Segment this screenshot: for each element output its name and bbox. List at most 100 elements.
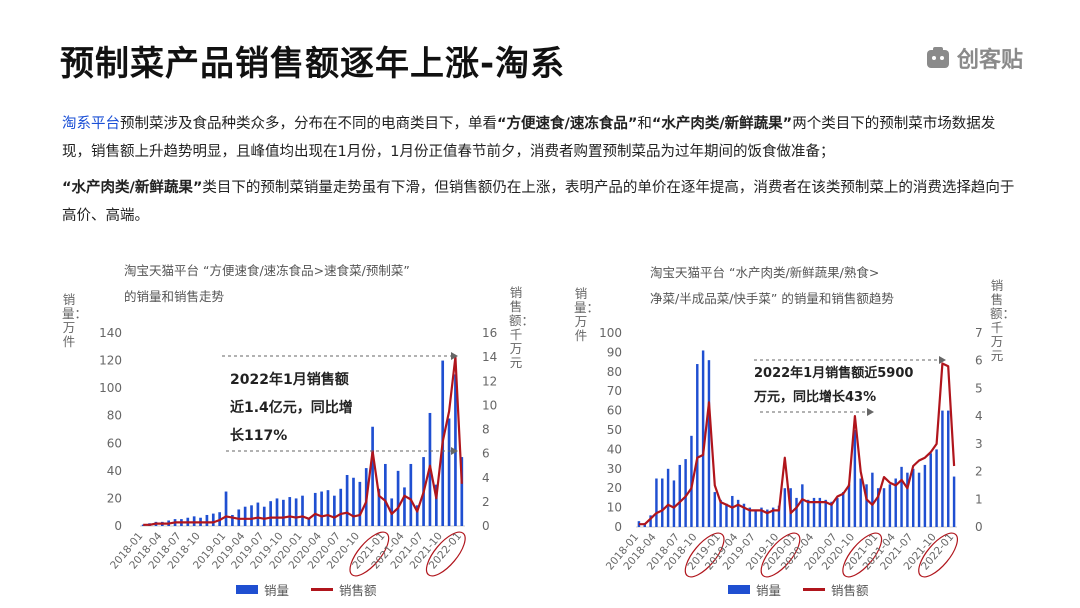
y-right-tick-label: 10	[482, 398, 497, 412]
bar	[941, 410, 944, 527]
bar	[262, 506, 266, 526]
highlight-ellipse	[918, 532, 958, 578]
y-left-tick-label: 80	[107, 409, 122, 423]
bar	[384, 463, 387, 526]
para-text: 预制菜涉及食品种类众多，分布在不同的电商类目下，单看	[120, 116, 497, 132]
y-left-tick-label: 20	[107, 491, 122, 505]
bar	[250, 505, 253, 526]
bar	[301, 495, 304, 526]
highlight-ellipse	[349, 531, 390, 577]
chart2-legend: 销量 销售额	[728, 580, 869, 599]
legend-label-volume: 销量	[756, 583, 782, 598]
bar	[748, 507, 752, 527]
arrowhead	[451, 447, 458, 455]
y-right-tick-label: 2	[975, 465, 983, 479]
y-right-tick-label: 16	[482, 326, 497, 340]
y-left-tick-label: 70	[607, 384, 622, 398]
bar	[952, 476, 956, 527]
bar	[320, 491, 323, 526]
bar	[447, 418, 451, 526]
chart2-title: 淘宝天猫平台 “水产肉类/新鲜蔬果/熟食> 净菜/半成品菜/快手菜” 的销量和销…	[650, 260, 894, 312]
bar	[812, 497, 816, 527]
bar	[690, 435, 693, 527]
bar	[460, 457, 464, 526]
brand-logo: 创客贴	[925, 42, 1023, 74]
chart1-title-line2: 的销量和销售走势	[124, 289, 225, 304]
bar	[288, 497, 292, 526]
category-2: “水产肉类/新鲜蔬果”	[62, 180, 203, 196]
legend-line-swatch	[803, 588, 826, 591]
y-left-tick-label: 80	[607, 365, 622, 379]
bar	[696, 364, 699, 527]
chart1-legend: 销量 销售额	[236, 580, 377, 599]
bar	[326, 490, 330, 526]
y-right-tick-label: 7	[975, 326, 983, 340]
y-right-tick-label: 4	[975, 409, 983, 423]
chart1-title-line1: 淘宝天猫平台 “方便速食/速冻食品>速食菜/预制菜”	[124, 263, 410, 278]
arrowhead	[451, 352, 458, 360]
bar	[333, 495, 336, 526]
bar	[678, 464, 681, 527]
bar	[917, 472, 921, 527]
bar	[888, 484, 892, 527]
bar	[672, 480, 676, 527]
category-2: “水产肉类/新鲜蔬果”	[651, 116, 793, 132]
y-left-tick-label: 10	[607, 501, 622, 515]
y-right-tick-label: 4	[482, 471, 490, 485]
arrowhead	[939, 356, 946, 364]
bar	[666, 468, 670, 527]
highlight-ellipse	[842, 532, 883, 578]
chart1-annotation-line: 长117%	[230, 428, 288, 444]
legend-label-sales: 销售额	[339, 583, 377, 598]
bar	[396, 470, 400, 526]
y-left-tick-label: 20	[607, 481, 622, 495]
bar	[345, 474, 349, 526]
legend-bar-swatch	[236, 585, 258, 594]
bar	[836, 497, 839, 527]
legend-line-swatch	[311, 588, 334, 591]
y-left-tick-label: 60	[607, 404, 622, 418]
chart2-title-line1: 淘宝天猫平台 “水产肉类/新鲜蔬果/熟食>	[650, 265, 880, 280]
y-left-tick-label: 90	[607, 345, 622, 359]
conclusion-paragraph: “水产肉类/新鲜蔬果”类目下的预制菜销量走势虽有下滑，但销售额仍在上涨，表明产品…	[62, 174, 1022, 230]
category-1: “方便速食/速冻食品”	[497, 116, 638, 132]
bar	[801, 484, 804, 527]
y-left-tick-label: 0	[614, 520, 622, 534]
bar	[935, 449, 938, 527]
chart1-ylabel-left: 销量：万件	[62, 292, 88, 349]
bar	[719, 499, 722, 527]
bar	[777, 505, 781, 527]
y-right-tick-label: 14	[482, 350, 497, 364]
chart2-annotation-line: 2022年1月销售额近5900	[754, 366, 914, 381]
bar	[713, 492, 717, 527]
bar	[655, 478, 658, 527]
bar	[231, 514, 234, 526]
bar	[841, 492, 845, 527]
legend-bar-swatch	[728, 585, 750, 594]
y-right-tick-label: 0	[975, 520, 983, 534]
bar	[871, 472, 874, 527]
para-text: 两个类目下的预制菜市场数据发现，销售额上升趋势明显，且峰值均出现在1月份，1月份…	[62, 116, 996, 160]
bar	[256, 502, 260, 526]
bar	[824, 499, 827, 527]
bar	[731, 495, 734, 527]
bar	[377, 488, 381, 526]
legend-label-volume: 销量	[264, 583, 290, 598]
bar	[853, 430, 857, 527]
bar	[725, 503, 728, 527]
platform-highlight: 淘系平台	[62, 116, 120, 132]
bar	[806, 499, 810, 527]
bar	[900, 466, 903, 527]
y-left-tick-label: 0	[114, 519, 122, 533]
bar	[243, 506, 247, 526]
arrowhead	[867, 408, 874, 416]
y-right-tick-label: 8	[482, 423, 490, 437]
chart1-annotation: 2022年1月销售额 近1.4亿元，同比增 长117%	[230, 366, 353, 450]
bar	[912, 468, 915, 527]
y-right-tick-label: 6	[975, 354, 983, 368]
bar	[192, 516, 196, 526]
bar	[707, 360, 711, 527]
intro-paragraph: 淘系平台预制菜涉及食品种类众多，分布在不同的电商类目下，单看“方便速食/速冻食品…	[62, 110, 1022, 166]
chart2-annotation-line: 万元，同比增长43%	[754, 390, 877, 405]
